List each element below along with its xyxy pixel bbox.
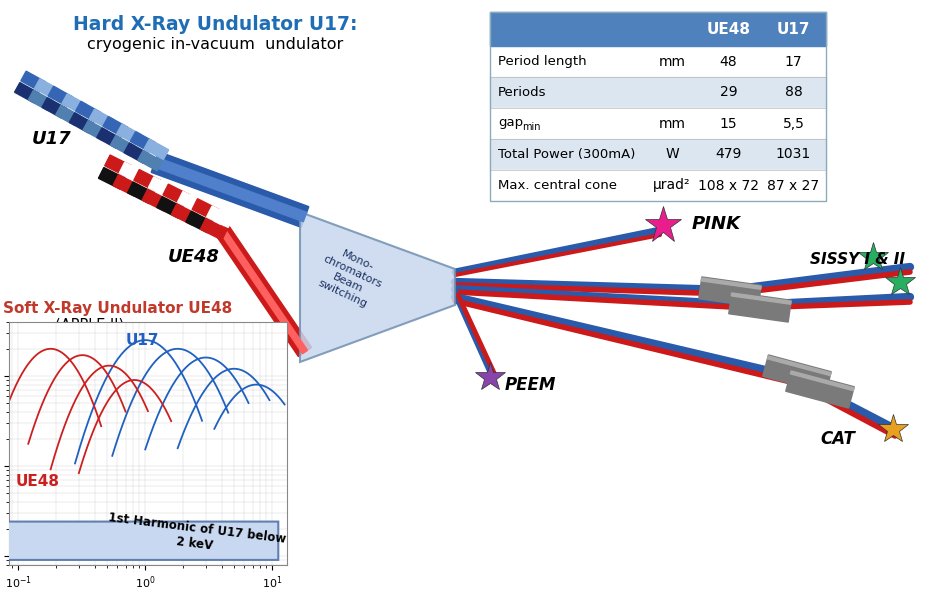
Text: Hard X-Ray Undulator U17:: Hard X-Ray Undulator U17:	[73, 15, 357, 33]
Bar	[178, 191, 204, 213]
Bar	[698, 277, 761, 307]
Bar	[206, 206, 233, 228]
FancyBboxPatch shape	[0, 521, 278, 560]
Bar	[130, 132, 155, 152]
Bar	[124, 143, 149, 163]
Bar	[214, 223, 312, 356]
Text: Periods: Periods	[498, 86, 547, 99]
Bar	[490, 12, 826, 46]
Text: U17: U17	[126, 333, 159, 348]
Bar	[128, 182, 154, 203]
Bar	[490, 170, 826, 201]
Bar	[192, 198, 219, 220]
Bar	[21, 71, 45, 92]
Text: 5,5: 5,5	[783, 117, 805, 131]
Bar	[103, 117, 128, 137]
Bar	[156, 197, 183, 218]
Text: 17: 17	[784, 55, 802, 69]
Bar	[791, 371, 854, 391]
Bar	[110, 135, 135, 156]
Bar	[119, 162, 146, 184]
Bar	[217, 225, 307, 354]
Text: U17: U17	[777, 21, 810, 36]
Bar	[171, 204, 198, 225]
Text: min: min	[522, 123, 540, 132]
Bar	[729, 292, 791, 322]
Text: Soft X-Ray Undulator UE48: Soft X-Ray Undulator UE48	[4, 302, 232, 316]
Text: Max. central cone: Max. central cone	[498, 179, 617, 192]
Text: Total Power (300mA): Total Power (300mA)	[498, 148, 635, 161]
Bar	[42, 98, 67, 118]
Bar	[105, 155, 131, 177]
Text: 108 x 72: 108 x 72	[698, 178, 759, 192]
Text: U17: U17	[32, 130, 71, 148]
Text: mm: mm	[659, 117, 685, 131]
Bar	[134, 169, 161, 191]
Text: UE48: UE48	[168, 248, 220, 266]
Bar	[186, 211, 213, 232]
Bar	[154, 157, 307, 222]
Text: CAT: CAT	[820, 430, 855, 448]
Text: cryogenic in-vacuum  undulator: cryogenic in-vacuum undulator	[87, 36, 343, 52]
Text: W: W	[665, 148, 679, 161]
Bar	[69, 113, 94, 133]
Bar	[90, 109, 114, 129]
Text: 1031: 1031	[776, 148, 811, 161]
Bar	[83, 120, 107, 141]
Bar	[62, 94, 87, 114]
Text: 479: 479	[715, 148, 742, 161]
Bar	[148, 177, 175, 198]
Text: 29: 29	[720, 86, 737, 100]
Bar	[48, 86, 73, 107]
Text: 15: 15	[720, 117, 737, 131]
Bar	[56, 105, 80, 126]
Text: Period length: Period length	[498, 55, 586, 68]
Bar	[98, 168, 125, 189]
Bar	[34, 79, 59, 99]
Bar	[113, 175, 140, 196]
Bar	[768, 356, 831, 376]
Text: gap: gap	[498, 116, 524, 129]
Bar	[763, 355, 832, 393]
Bar	[701, 278, 761, 290]
Text: μrad²: μrad²	[653, 178, 691, 192]
Bar	[490, 139, 826, 170]
Text: PEEM: PEEM	[505, 376, 556, 394]
Text: (APPLE II): (APPLE II)	[56, 317, 125, 333]
Text: 48: 48	[720, 55, 737, 69]
Bar	[163, 184, 190, 206]
Text: Mono-
chromators
Beam
switching: Mono- chromators Beam switching	[311, 242, 388, 312]
Bar	[490, 12, 826, 201]
Bar	[76, 101, 100, 121]
Bar	[117, 124, 142, 144]
Bar	[490, 108, 826, 139]
Polygon shape	[300, 212, 455, 362]
Bar	[151, 152, 309, 228]
Bar	[29, 90, 53, 110]
Text: 1st Harmonic of U17 below
2 keV: 1st Harmonic of U17 below 2 keV	[105, 512, 286, 561]
Bar	[490, 46, 826, 77]
Bar	[142, 189, 169, 211]
Bar	[490, 77, 826, 108]
Text: UE48: UE48	[707, 21, 750, 36]
Text: SISSY I & II: SISSY I & II	[810, 251, 905, 266]
Text: UE48: UE48	[16, 474, 59, 489]
Bar	[15, 83, 39, 103]
Bar	[732, 293, 791, 304]
Text: PINK: PINK	[692, 215, 741, 233]
Bar	[138, 151, 163, 171]
Text: 87 x 27: 87 x 27	[768, 178, 820, 192]
Bar	[201, 219, 228, 240]
Text: 88: 88	[784, 86, 802, 100]
Bar	[785, 370, 855, 408]
Bar	[144, 139, 168, 160]
Text: mm: mm	[659, 55, 685, 69]
Bar	[97, 128, 121, 148]
